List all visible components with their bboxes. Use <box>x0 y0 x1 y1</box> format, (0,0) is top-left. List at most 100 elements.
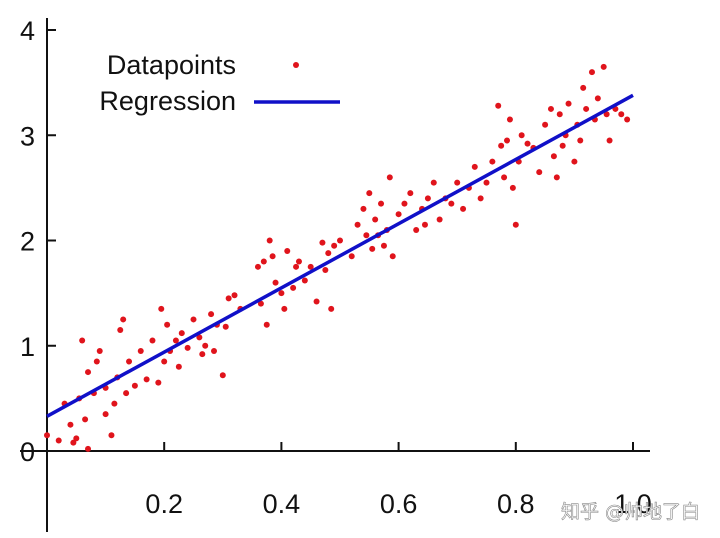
datapoint <box>328 305 335 312</box>
datapoint <box>295 258 302 265</box>
datapoint <box>588 69 595 76</box>
x-tick-label: 0.8 <box>497 489 535 519</box>
y-tick-label: 3 <box>20 121 35 151</box>
datapoint <box>577 137 584 144</box>
datapoint <box>85 369 92 376</box>
datapoint <box>603 111 610 118</box>
datapoint <box>219 372 226 379</box>
datapoint <box>407 190 414 197</box>
datapoint <box>278 290 285 297</box>
datapoint <box>436 216 443 223</box>
datapoint <box>498 142 505 149</box>
datapoint <box>263 321 270 328</box>
datapoint <box>369 245 376 252</box>
datapoint <box>307 263 314 270</box>
datapoint <box>225 295 232 302</box>
datapoint <box>93 358 100 365</box>
watermark-text: 知乎 @帅地了白 <box>561 501 700 523</box>
regression-line <box>46 93 634 418</box>
datapoint <box>413 226 420 233</box>
datapoint <box>550 153 557 160</box>
legend-marker <box>293 62 299 68</box>
datapoint <box>389 253 396 260</box>
datapoint <box>477 195 484 202</box>
datapoint <box>624 116 631 123</box>
datapoint <box>600 63 607 70</box>
x-tick-label: 0.4 <box>263 489 301 519</box>
datapoint <box>184 344 191 351</box>
datapoint <box>178 330 185 337</box>
datapoint <box>67 421 74 428</box>
datapoint <box>293 263 300 270</box>
legend-label: Regression <box>99 86 236 116</box>
datapoint <box>495 102 502 109</box>
datapoint <box>290 284 297 291</box>
datapoint <box>366 190 373 197</box>
datapoint <box>504 137 511 144</box>
datapoint <box>158 305 165 312</box>
datapoint <box>509 184 516 191</box>
datapoint <box>319 239 326 246</box>
datapoint <box>489 158 496 165</box>
datapoint <box>126 358 133 365</box>
datapoint <box>556 111 563 118</box>
datapoint <box>547 105 554 112</box>
datapoint <box>559 142 566 149</box>
datapoint <box>281 305 288 312</box>
datapoint <box>322 266 329 273</box>
datapoint <box>272 279 279 286</box>
datapoint <box>55 437 62 444</box>
datapoint <box>190 316 197 323</box>
datapoint <box>143 376 150 383</box>
datapoint <box>123 390 130 397</box>
datapoint <box>395 211 402 218</box>
datapoint <box>164 321 171 328</box>
y-tick-label: 2 <box>20 227 35 257</box>
datapoint <box>331 242 338 249</box>
datapoint <box>483 179 490 186</box>
datapoint <box>618 111 625 118</box>
datapoint <box>269 253 276 260</box>
datapoint <box>536 169 543 176</box>
datapoint <box>386 174 393 181</box>
datapoint <box>111 400 118 407</box>
datapoint <box>120 316 127 323</box>
x-tick-label: 1.0 <box>614 489 652 519</box>
datapoint <box>257 300 264 307</box>
datapoint <box>542 121 549 128</box>
datapoint <box>565 100 572 107</box>
datapoint <box>348 253 355 260</box>
watermark: 知乎 @帅地了白 <box>561 501 701 524</box>
datapoint <box>260 258 267 265</box>
datapoint <box>378 200 385 207</box>
datapoint <box>337 237 343 244</box>
datapoint <box>380 242 387 249</box>
datapoint <box>448 200 455 207</box>
datapoint <box>424 195 431 202</box>
datapoint <box>85 445 92 452</box>
datapoint <box>301 277 308 284</box>
datapoint <box>506 116 513 123</box>
y-tick-label: 1 <box>20 332 35 362</box>
datapoint <box>196 334 203 341</box>
datapoint <box>254 263 261 270</box>
datapoint <box>518 132 525 139</box>
axes <box>20 18 650 532</box>
datapoint <box>211 348 218 355</box>
tick-labels: 0 1 2 3 4 0.2 0.4 0.6 0.8 1.0 <box>20 16 652 519</box>
datapoint <box>360 205 367 212</box>
datapoint <box>284 248 291 255</box>
datapoint <box>325 250 332 257</box>
datapoint <box>594 95 601 102</box>
datapoint <box>117 326 124 333</box>
datapoint <box>161 358 168 365</box>
x-tick-label: 0.2 <box>145 489 183 519</box>
datapoint <box>73 435 80 442</box>
datapoint <box>175 363 182 370</box>
datapoint <box>222 323 229 330</box>
datapoint <box>313 298 320 305</box>
datapoint <box>82 416 89 423</box>
legend-label: Datapoints <box>107 50 236 80</box>
legend: Datapoints Regression <box>99 50 340 116</box>
